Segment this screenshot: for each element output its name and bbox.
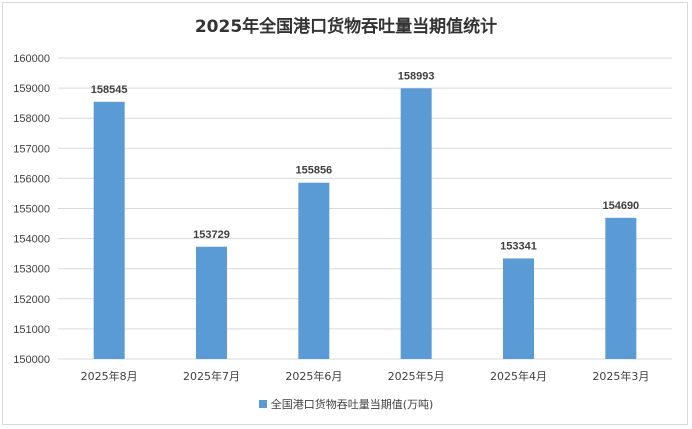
bar: [93, 101, 125, 359]
chart-title: 2025年全国港口货物吞吐量当期值统计: [194, 17, 498, 37]
legend-label: 全国港口货物吞吐量当期值(万吨): [270, 398, 434, 411]
y-axis-ticks: 150000 151000 152000 153000 154000 155000 1560…: [13, 53, 50, 366]
y-tick-label: 150000: [13, 354, 50, 366]
data-label: 155856: [295, 165, 332, 177]
y-tick-label: 158000: [13, 113, 50, 125]
y-tick-label: 155000: [13, 204, 50, 216]
x-tick-label: 2025年7月: [183, 369, 240, 383]
x-tick-label: 2025年8月: [81, 369, 138, 383]
data-labels: 158545 153729 155856 158993 153341 154690: [91, 70, 639, 252]
data-label: 153729: [193, 229, 230, 241]
y-tick-label: 160000: [13, 53, 50, 65]
bar: [298, 182, 330, 359]
x-tick-label: 2025年3月: [592, 369, 649, 383]
y-tick-label: 152000: [13, 294, 50, 306]
bar: [400, 88, 432, 359]
data-label: 158545: [91, 84, 128, 96]
data-label: 154690: [602, 200, 639, 212]
legend: 全国港口货物吞吐量当期值(万吨): [0, 396, 692, 412]
bar: [196, 246, 227, 359]
bar: [605, 217, 637, 359]
gridlines: [58, 57, 672, 360]
x-tick-label: 2025年4月: [490, 369, 547, 383]
x-tick-label: 2025年5月: [388, 369, 445, 383]
bar: [503, 258, 534, 359]
y-tick-label: 153000: [13, 264, 50, 276]
data-label: 158993: [398, 70, 435, 82]
bars: [93, 88, 637, 359]
legend-swatch: [258, 400, 267, 408]
y-tick-label: 157000: [13, 143, 50, 155]
y-tick-label: 151000: [13, 324, 50, 336]
y-tick-label: 159000: [13, 83, 50, 95]
x-tick-label: 2025年6月: [285, 369, 342, 383]
x-axis-ticks: 2025年8月 2025年7月 2025年6月 2025年5月 2025年4月 2025年…: [81, 369, 650, 383]
y-tick-label: 154000: [13, 234, 50, 246]
data-label: 153341: [500, 240, 537, 252]
y-tick-label: 156000: [13, 173, 50, 185]
